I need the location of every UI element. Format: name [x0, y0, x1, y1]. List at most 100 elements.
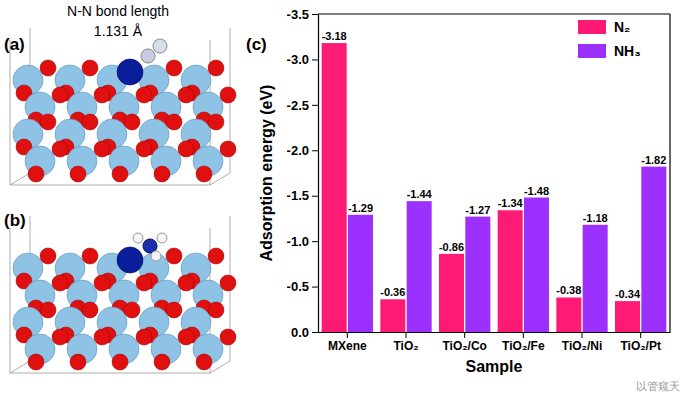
- y-tick: -1.5: [287, 188, 318, 203]
- o-atom: [178, 141, 194, 157]
- bar: [439, 254, 464, 332]
- x-tick: TiO₂/Ni: [562, 332, 602, 353]
- x-tick-label: MXene: [328, 339, 367, 353]
- n-atom: [153, 39, 167, 53]
- data-label: -1.48: [524, 185, 549, 197]
- bar: [641, 167, 666, 332]
- o-atom: [208, 114, 224, 130]
- frame: [669, 14, 670, 332]
- o-atom: [136, 275, 152, 291]
- dopant-atom: [117, 59, 143, 85]
- x-tick-mark: [582, 332, 583, 338]
- data-label: -3.18: [322, 30, 347, 42]
- o-atom: [154, 166, 170, 182]
- cell-edge: [10, 228, 11, 373]
- o-atom: [124, 302, 140, 318]
- cell-edge: [10, 185, 210, 186]
- bar: [556, 297, 581, 332]
- y-tick-label: -3.5: [287, 7, 309, 22]
- o-atom: [28, 166, 44, 182]
- legend-label: NH₃: [614, 43, 641, 59]
- o-atom: [112, 166, 128, 182]
- bars: [322, 43, 667, 332]
- y-tick: -0.5: [287, 279, 318, 294]
- y-tick-mark: [312, 287, 318, 288]
- o-atom: [70, 354, 86, 370]
- x-tick-mark: [464, 332, 465, 338]
- legend-swatch: [578, 20, 606, 34]
- x-axis-line: [319, 332, 671, 333]
- cell-edge: [10, 173, 30, 185]
- y-tick-mark: [312, 241, 318, 242]
- o-atom: [220, 87, 236, 103]
- n-atom: [141, 49, 155, 63]
- y-tick-label: -0.5: [287, 279, 309, 294]
- y-tick: -1.0: [287, 234, 318, 249]
- o-atom: [82, 302, 98, 318]
- o-atom: [208, 60, 224, 76]
- o-atom: [52, 329, 68, 345]
- x-tick-mark: [523, 332, 524, 338]
- y-tick-mark: [312, 332, 318, 333]
- y-tick: 0.0: [291, 325, 318, 340]
- y-tick-mark: [312, 196, 318, 197]
- panel-label: (b): [4, 211, 26, 230]
- o-atom: [166, 60, 182, 76]
- bar: [322, 43, 347, 332]
- structure-a: [10, 28, 236, 185]
- h-atom: [133, 233, 143, 243]
- o-atom: [136, 329, 152, 345]
- structure-annotation: 1.131 Å: [94, 23, 143, 39]
- watermark: 以管窥天: [636, 380, 680, 392]
- o-atom: [124, 114, 140, 130]
- structure-annotation: N-N bond length: [67, 3, 169, 19]
- panel-label: (a): [4, 35, 25, 54]
- y-tick: -2.0: [287, 143, 318, 158]
- o-atom: [52, 275, 68, 291]
- structure-b: [10, 216, 236, 373]
- x-tick: TiO₂/Fe: [502, 332, 545, 353]
- x-tick: TiO₂: [393, 332, 418, 353]
- y-axis-title: Adsorption energy (eV): [258, 85, 275, 262]
- o-atom: [70, 166, 86, 182]
- o-atom: [94, 275, 110, 291]
- o-atom: [136, 141, 152, 157]
- o-atom: [220, 141, 236, 157]
- cell-edge: [10, 361, 30, 373]
- y-axis-line: [318, 15, 319, 333]
- o-atom: [40, 302, 56, 318]
- legend-label: N₂: [614, 19, 630, 35]
- legend: N₂ NH₃: [578, 19, 641, 59]
- bar: [465, 217, 490, 332]
- y-tick-label: -1.0: [287, 234, 309, 249]
- x-tick-mark: [406, 332, 407, 338]
- data-label: -1.34: [498, 197, 524, 209]
- o-atom: [112, 354, 128, 370]
- h-atom: [151, 251, 161, 261]
- data-label: -0.38: [556, 284, 581, 296]
- o-atom: [166, 114, 182, 130]
- o-atom: [178, 275, 194, 291]
- o-atom: [196, 166, 212, 182]
- dopant-atom: [117, 247, 143, 273]
- data-label: -1.27: [465, 204, 490, 216]
- o-atom: [82, 114, 98, 130]
- bar: [407, 201, 432, 332]
- y-tick-label: -3.0: [287, 52, 309, 67]
- x-tick-label: TiO₂/Ni: [562, 339, 602, 353]
- y-tick-label: -2.0: [287, 143, 309, 158]
- o-atom: [40, 60, 56, 76]
- o-atom: [178, 329, 194, 345]
- o-atom: [40, 248, 56, 264]
- o-atom: [94, 141, 110, 157]
- figure: (a)N-N bond length1.131 Å(b)-3.18-0.36-0…: [0, 0, 684, 394]
- frame: [318, 13, 670, 14]
- o-atom: [154, 354, 170, 370]
- o-atom: [178, 87, 194, 103]
- x-tick: TiO₂/Co: [442, 332, 486, 353]
- x-tick-mark: [347, 332, 348, 338]
- data-label: -1.44: [407, 188, 433, 200]
- o-atom: [208, 248, 224, 264]
- y-tick: -3.0: [287, 52, 318, 67]
- x-tick: MXene: [328, 332, 367, 353]
